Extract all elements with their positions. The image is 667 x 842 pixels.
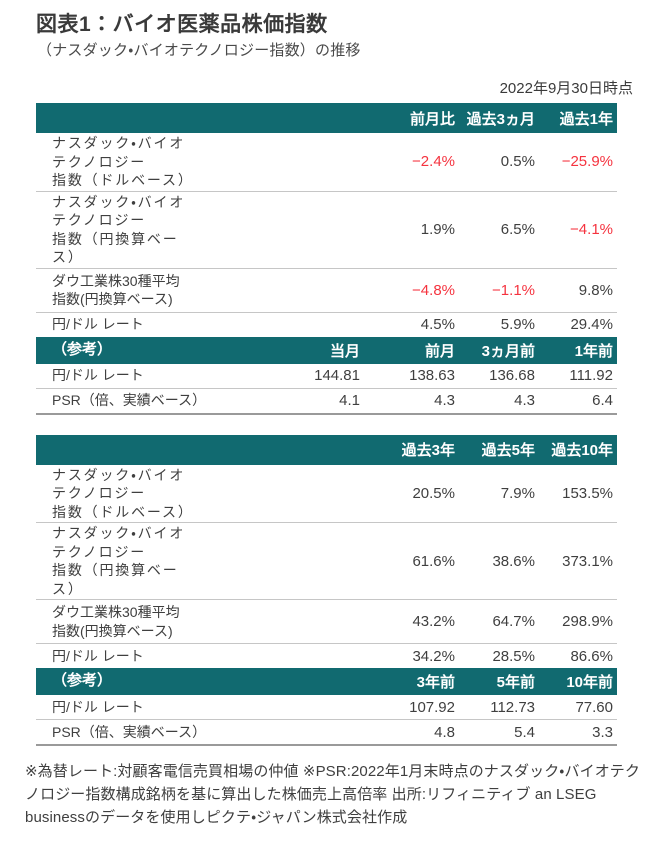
value-cell: 29.4% [570,316,613,333]
table-row: ナスダック・バイオ テクノロジー 指数（円換算ベー ス） 1.9% 6.5% −… [36,192,617,269]
value-cell: 136.68 [489,367,535,384]
table-row: 円/ドル レート 144.81 138.63 136.68 111.92 [36,364,617,389]
value-cell: 1.9% [420,221,455,238]
value-cell: 138.63 [409,367,455,384]
table-row: ダウ工業株30種平均 指数(円換算ベース) −4.8% −1.1% 9.8% [36,269,617,313]
value-cell: 4.3 [514,392,535,409]
value-cell: 28.5% [492,647,535,665]
table2-reference-header-row: （参考） 3年前 5年前 10年前 [36,668,617,695]
ref-header-3m-ago: 3ヵ月前 [481,342,535,360]
row-label: 円/ドル レート [52,316,144,333]
value-cell: 0.5% [500,153,535,171]
value-cell: 38.6% [492,552,535,570]
row-label: ナスダック・バイオ テクノロジー 指数（ドルベース） [52,466,194,520]
row-label: 円/ドル レート [52,647,144,664]
value-cell: 64.7% [492,613,535,630]
table-row: 円/ドル レート 4.5% 5.9% 29.4% [36,313,617,337]
value-cell: −4.8% [412,281,455,299]
reference-label: （参考） [52,672,113,690]
table1-period-header-row: 前月比 過去3ヵ月 過去1年 [36,103,617,133]
long-term-performance-table: 過去3年 過去5年 過去10年 ナスダック・バイオ テクノロジー 指数（ドルベー… [36,434,617,746]
ref-header-3y-ago: 3年前 [416,674,455,691]
reference-label: （参考） [52,340,113,358]
footnote: ※為替レート:対顧客電信売買相場の仲値 ※PSR:2022年1月末時点のナスダッ… [25,763,640,826]
ref-header-current-month: 当月 [329,342,360,360]
row-label: 円/ドル レート [52,698,144,715]
table-row: PSR（倍、実績ベース） 4.8 5.4 3.3 [36,720,617,746]
value-cell: 34.2% [412,647,455,665]
table-row: ダウ工業株30種平均 指数(円換算ベース) 43.2% 64.7% 298.9% [36,600,617,644]
value-cell: 43.2% [412,613,455,630]
value-cell: 86.6% [570,647,613,665]
table-row: PSR（倍、実績ベース） 4.1 4.3 4.3 6.4 [36,389,617,415]
value-cell: 61.6% [412,552,455,570]
value-cell: 4.3 [434,392,455,409]
value-cell: 107.92 [409,698,455,716]
table-row: ナスダック・バイオ テクノロジー 指数（ドルベース） −2.4% 0.5% −2… [36,133,617,192]
table1-header-mom: 前月比 [409,110,455,128]
value-cell: 7.9% [500,484,535,502]
row-label: ダウ工業株30種平均 指数(円換算ベース) [52,604,180,639]
value-cell: 5.9% [500,316,535,333]
table1-header-3m: 過去3ヵ月 [466,110,535,128]
table1-header-1y: 過去1年 [559,110,613,128]
table2-period-header-row: 過去3年 過去5年 過去10年 [36,434,617,465]
as-of-date: 2022年9月30日時点 [499,80,633,97]
value-cell: 3.3 [592,723,613,741]
table-row: 円/ドル レート 107.92 112.73 77.60 [36,695,617,720]
value-cell: 298.9% [562,613,613,630]
value-cell: −1.1% [492,281,535,299]
row-label: 円/ドル レート [52,367,144,384]
value-cell: 4.5% [420,316,455,333]
figure-page: 図表1：バイオ医薬品株価指数 （ナスダック・バイオテクノロジー指数）の推移 20… [0,12,667,842]
value-cell: 4.8 [434,723,455,741]
value-cell: 6.4 [592,392,613,409]
table-row: ナスダック・バイオ テクノロジー 指数（円換算ベー ス） 61.6% 38.6%… [36,523,617,600]
value-cell: 6.5% [500,221,535,238]
row-label: ダウ工業株30種平均 指数(円換算ベース) [52,272,180,308]
value-cell: −25.9% [561,153,613,171]
ref-header-prev-month: 前月 [424,342,455,360]
value-cell: 77.60 [575,698,613,716]
page-subtitle: （ナスダック・バイオテクノロジー指数）の推移 [37,42,361,59]
row-label: ナスダック・バイオ テクノロジー 指数（ドルベース） [52,135,194,188]
table2-header-5y: 過去5年 [481,442,535,459]
table1-reference-header-row: （参考） 当月 前月 3ヵ月前 1年前 [36,336,617,364]
value-cell: 373.1% [562,552,613,570]
row-label: ナスダック・バイオ テクノロジー 指数（円換算ベー ス） [52,525,186,597]
table-row: 円/ドル レート 34.2% 28.5% 86.6% [36,644,617,668]
value-cell: 112.73 [490,698,535,716]
table2-header-10y: 過去10年 [551,442,613,459]
ref-header-10y-ago: 10年前 [566,674,613,691]
value-cell: 111.92 [569,367,613,384]
value-cell: 5.4 [514,723,535,741]
ref-header-1y-ago: 1年前 [574,342,613,360]
value-cell: 20.5% [412,484,455,502]
value-cell: 4.1 [339,392,360,409]
page-title: 図表1：バイオ医薬品株価指数 [36,13,328,36]
value-cell: 9.8% [578,281,613,299]
row-label: PSR（倍、実績ベース） [52,723,207,740]
table2-header-3y: 過去3年 [401,442,455,459]
table-row: ナスダック・バイオ テクノロジー 指数（ドルベース） 20.5% 7.9% 15… [36,465,617,523]
row-label: ナスダック・バイオ テクノロジー 指数（円換算ベー ス） [52,193,186,266]
value-cell: −2.4% [412,153,455,171]
ref-header-5y-ago: 5年前 [496,674,535,691]
value-cell: −4.1% [570,221,613,238]
short-term-performance-table: 前月比 過去3ヵ月 過去1年 ナスダック・バイオ テクノロジー 指数（ドルベース… [36,103,617,415]
value-cell: 144.81 [314,367,360,384]
value-cell: 153.5% [562,484,613,502]
row-label: PSR（倍、実績ベース） [52,392,207,409]
